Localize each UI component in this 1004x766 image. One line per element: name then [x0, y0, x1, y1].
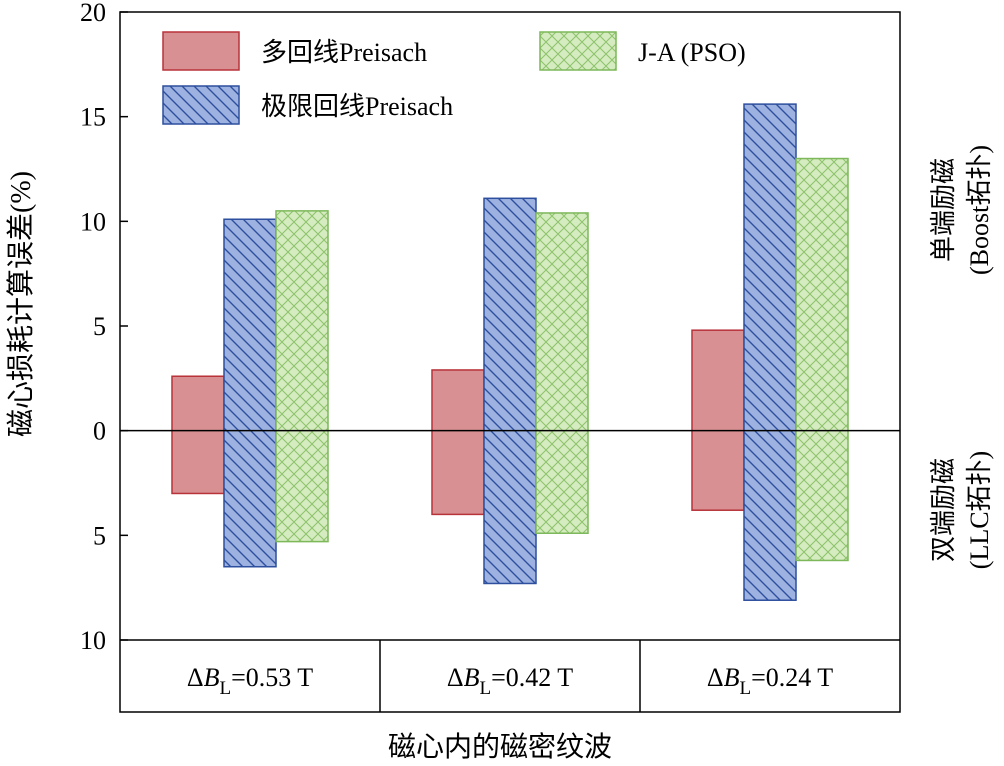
legend-item-3: 极限回线Preisach: [162, 85, 453, 125]
right-label-upper-line1: 单端励磁: [929, 158, 958, 262]
y-tick-label: 10: [80, 626, 106, 655]
category-label-1: ΔBL=0.53 T: [187, 663, 313, 699]
x-axis-title: 磁心内的磁密纹波: [388, 731, 612, 763]
y-tick-label: 20: [80, 0, 106, 27]
bar-2-category-3: [743, 103, 797, 601]
bars: [171, 103, 849, 601]
y-axis: 20 15 10 5 0 5 10: [80, 0, 128, 655]
legend-label: 多回线Preisach: [261, 38, 427, 67]
legend-item-2: J-A (PSO): [539, 31, 746, 71]
bar-3-category-1: [275, 210, 329, 543]
y-tick-label: 5: [93, 312, 106, 341]
legend-label: J-A (PSO): [638, 38, 746, 67]
plot-frame: [119, 11, 901, 713]
legend-swatch: [162, 85, 240, 125]
legend-swatch: [162, 31, 240, 71]
y-tick-label: 5: [93, 521, 106, 550]
bar-1-category-3: [691, 329, 745, 511]
right-label-lower: 双端励磁 (LLC拓扑): [929, 451, 994, 569]
bar-2-category-1: [223, 218, 277, 568]
legend-swatch: [539, 31, 617, 71]
bar-1-category-1: [171, 375, 225, 495]
right-label-upper-line2: (Boost拓扑): [965, 145, 994, 275]
category-label-2: ΔBL=0.42 T: [447, 663, 573, 699]
category-table: ΔBL=0.53 T ΔBL=0.42 T ΔBL=0.24 T: [187, 663, 833, 699]
y-tick-label: 10: [80, 207, 106, 236]
bar-2-category-2: [483, 197, 537, 585]
legend: 多回线Preisach J-A (PSO) 极限回线Preisach: [162, 31, 746, 125]
plot-border: [119, 11, 901, 713]
right-label-upper: 单端励磁 (Boost拓扑): [929, 145, 994, 275]
right-label-lower-line2: (LLC拓扑): [965, 451, 994, 569]
category-label-3: ΔBL=0.24 T: [707, 663, 833, 699]
bar-1-category-2: [431, 369, 485, 516]
bar-3-category-3: [795, 157, 849, 562]
y-axis-title: 磁心损耗计算误差(%): [5, 171, 37, 437]
right-label-lower-line1: 双端励磁: [929, 458, 958, 562]
y-tick-label: 0: [93, 417, 106, 446]
bar-3-category-2: [535, 212, 589, 534]
y-tick-label: 15: [80, 103, 106, 132]
legend-label: 极限回线Preisach: [261, 92, 453, 121]
legend-item-1: 多回线Preisach: [162, 31, 427, 71]
